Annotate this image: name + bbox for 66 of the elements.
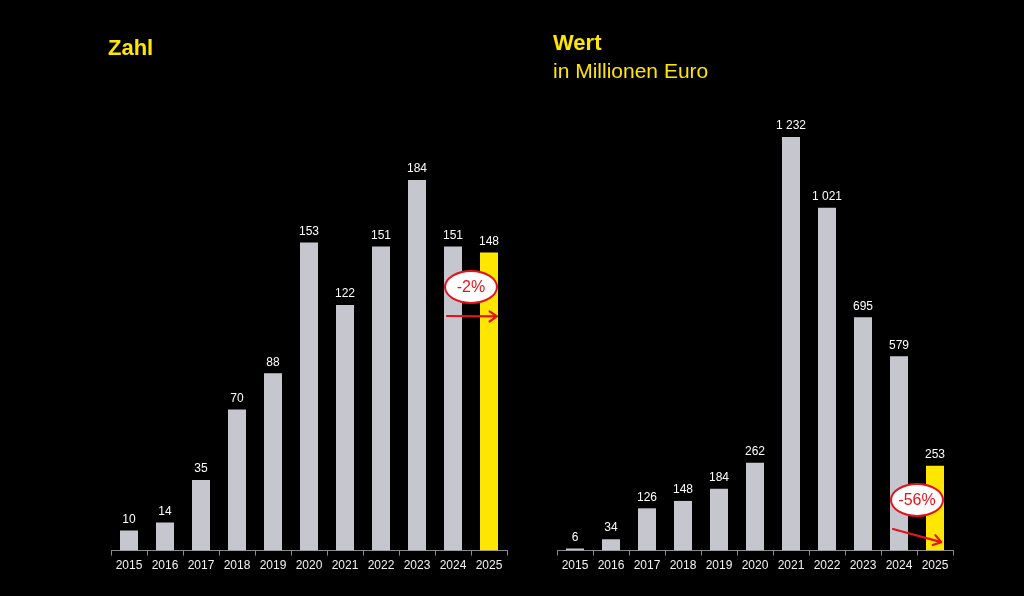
x-tick-label: 2023 xyxy=(849,558,877,573)
x-tick-label: 2019 xyxy=(259,558,287,573)
x-tick-label: 2022 xyxy=(367,558,395,573)
annotation: -56% xyxy=(898,490,936,509)
x-tick-label: 2020 xyxy=(741,558,769,573)
bar xyxy=(228,409,246,551)
bar xyxy=(336,304,354,551)
data-label: 695 xyxy=(852,298,874,313)
x-tick-label: 2018 xyxy=(223,558,251,573)
data-label: 253 xyxy=(924,446,946,461)
chart-title: Wert xyxy=(553,29,603,57)
data-label: 88 xyxy=(266,354,280,369)
bar xyxy=(818,207,836,551)
data-label: 151 xyxy=(442,227,464,242)
bar xyxy=(674,500,692,551)
x-tick-label: 2021 xyxy=(777,558,805,573)
data-label: 148 xyxy=(672,482,694,497)
bar xyxy=(782,137,800,551)
data-label: 122 xyxy=(334,286,356,301)
data-label: 184 xyxy=(406,161,428,176)
data-label: 184 xyxy=(708,470,730,485)
data-label: 126 xyxy=(636,489,658,504)
chart-subtitle: in Millionen Euro xyxy=(553,58,709,84)
data-label: 1 021 xyxy=(811,189,843,204)
x-tick-label: 2021 xyxy=(331,558,359,573)
data-label: 35 xyxy=(194,461,208,476)
bar xyxy=(120,530,138,551)
x-tick-label: 2023 xyxy=(403,558,431,573)
x-tick-label: 2025 xyxy=(475,558,503,573)
data-label: 148 xyxy=(478,233,500,248)
bar xyxy=(264,373,282,551)
chart-title: Zahl xyxy=(108,34,154,62)
x-tick-label: 2016 xyxy=(151,558,179,573)
data-label: 1 232 xyxy=(775,118,807,133)
bar xyxy=(408,180,426,551)
data-label: 10 xyxy=(122,511,136,526)
x-tick-label: 2024 xyxy=(439,558,467,573)
x-tick-label: 2017 xyxy=(187,558,215,573)
data-label: 70 xyxy=(230,390,244,405)
data-label: 151 xyxy=(370,227,392,242)
bar xyxy=(300,242,318,551)
x-tick-label: 2016 xyxy=(597,558,625,573)
annotation: -2% xyxy=(456,277,486,296)
data-label: 579 xyxy=(888,337,910,352)
x-tick-label: 2019 xyxy=(705,558,733,573)
bar xyxy=(638,508,656,551)
x-tick-label: 2024 xyxy=(885,558,913,573)
x-tick-label: 2022 xyxy=(813,558,841,573)
data-label: 14 xyxy=(158,503,172,518)
bar xyxy=(192,480,210,551)
x-tick-label: 2015 xyxy=(115,558,143,573)
bar xyxy=(602,539,620,551)
x-tick-label: 2025 xyxy=(921,558,949,573)
x-tick-label: 2020 xyxy=(295,558,323,573)
bar xyxy=(372,246,390,551)
x-tick-label: 2018 xyxy=(669,558,697,573)
data-label: 262 xyxy=(744,443,766,458)
bar xyxy=(854,317,872,551)
data-label: 34 xyxy=(604,520,618,535)
data-label: 153 xyxy=(298,223,320,238)
bar xyxy=(746,462,764,551)
x-tick-label: 2017 xyxy=(633,558,661,573)
bar xyxy=(710,488,728,551)
bar xyxy=(156,522,174,551)
data-label: 6 xyxy=(571,529,579,544)
x-tick-label: 2015 xyxy=(561,558,589,573)
